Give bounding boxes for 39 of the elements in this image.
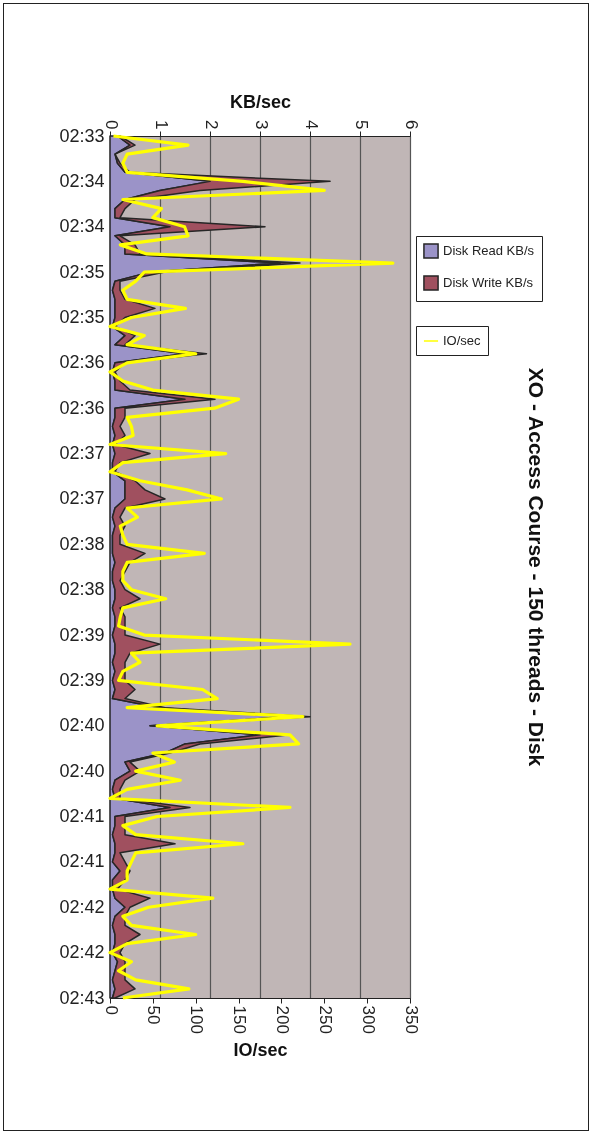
y-tick-label: 02:40 [59,715,105,736]
y-tick-label: 02:38 [59,533,105,554]
y-tick-label: 02:42 [59,942,105,963]
x-tick-label: 150 [230,1005,250,1034]
y-tick-label: 02:35 [59,261,105,282]
y-tick-label: 02:41 [59,806,105,827]
y-tick-label: 02:34 [59,170,105,191]
x2-tick-label: 5 [351,120,371,130]
x2-tick-label: 3 [251,120,271,130]
y-tick-label: 02:42 [59,896,105,917]
x2-axis-title: KB/sec [229,92,292,113]
legend-label: IO/sec [443,333,482,348]
x2-tick-label: 6 [401,120,421,130]
x-tick-label: 300 [358,1005,378,1034]
x-tick-label: 0 [101,1005,121,1015]
x-tick-label: 50 [144,1005,164,1025]
x-tick-label: 100 [187,1005,207,1034]
x-tick-label: 250 [315,1005,335,1034]
x2-tick-label: 1 [151,120,171,130]
y-tick-label: 02:35 [59,306,105,327]
y-tick-label: 02:34 [59,216,105,237]
y-tick-label: 02:38 [59,579,105,600]
y-tick-label: 02:39 [59,624,105,645]
y-tick-label: 02:40 [59,760,105,781]
legend-label: Disk Read KB/s [443,243,535,258]
y-tick-label: 02:41 [59,851,105,872]
y-tick-label: 02:37 [59,443,105,464]
y-tick-label: 02:36 [59,397,105,418]
y-tick-label: 02:43 [59,987,105,1008]
x-tick-label: 200 [272,1005,292,1034]
x2-tick-label: 2 [201,120,221,130]
y-tick-label: 02:37 [59,488,105,509]
x-tick-label: 350 [401,1005,421,1034]
x-axis-title: IO/sec [233,1039,288,1060]
y-tick-label: 02:39 [59,669,105,690]
x2-tick-label: 4 [301,120,321,130]
legend-label: Disk Write KB/s [443,275,534,290]
y-tick-label: 02:36 [59,352,105,373]
text: XO - Access Course - 150 threads - Disk [524,367,548,767]
